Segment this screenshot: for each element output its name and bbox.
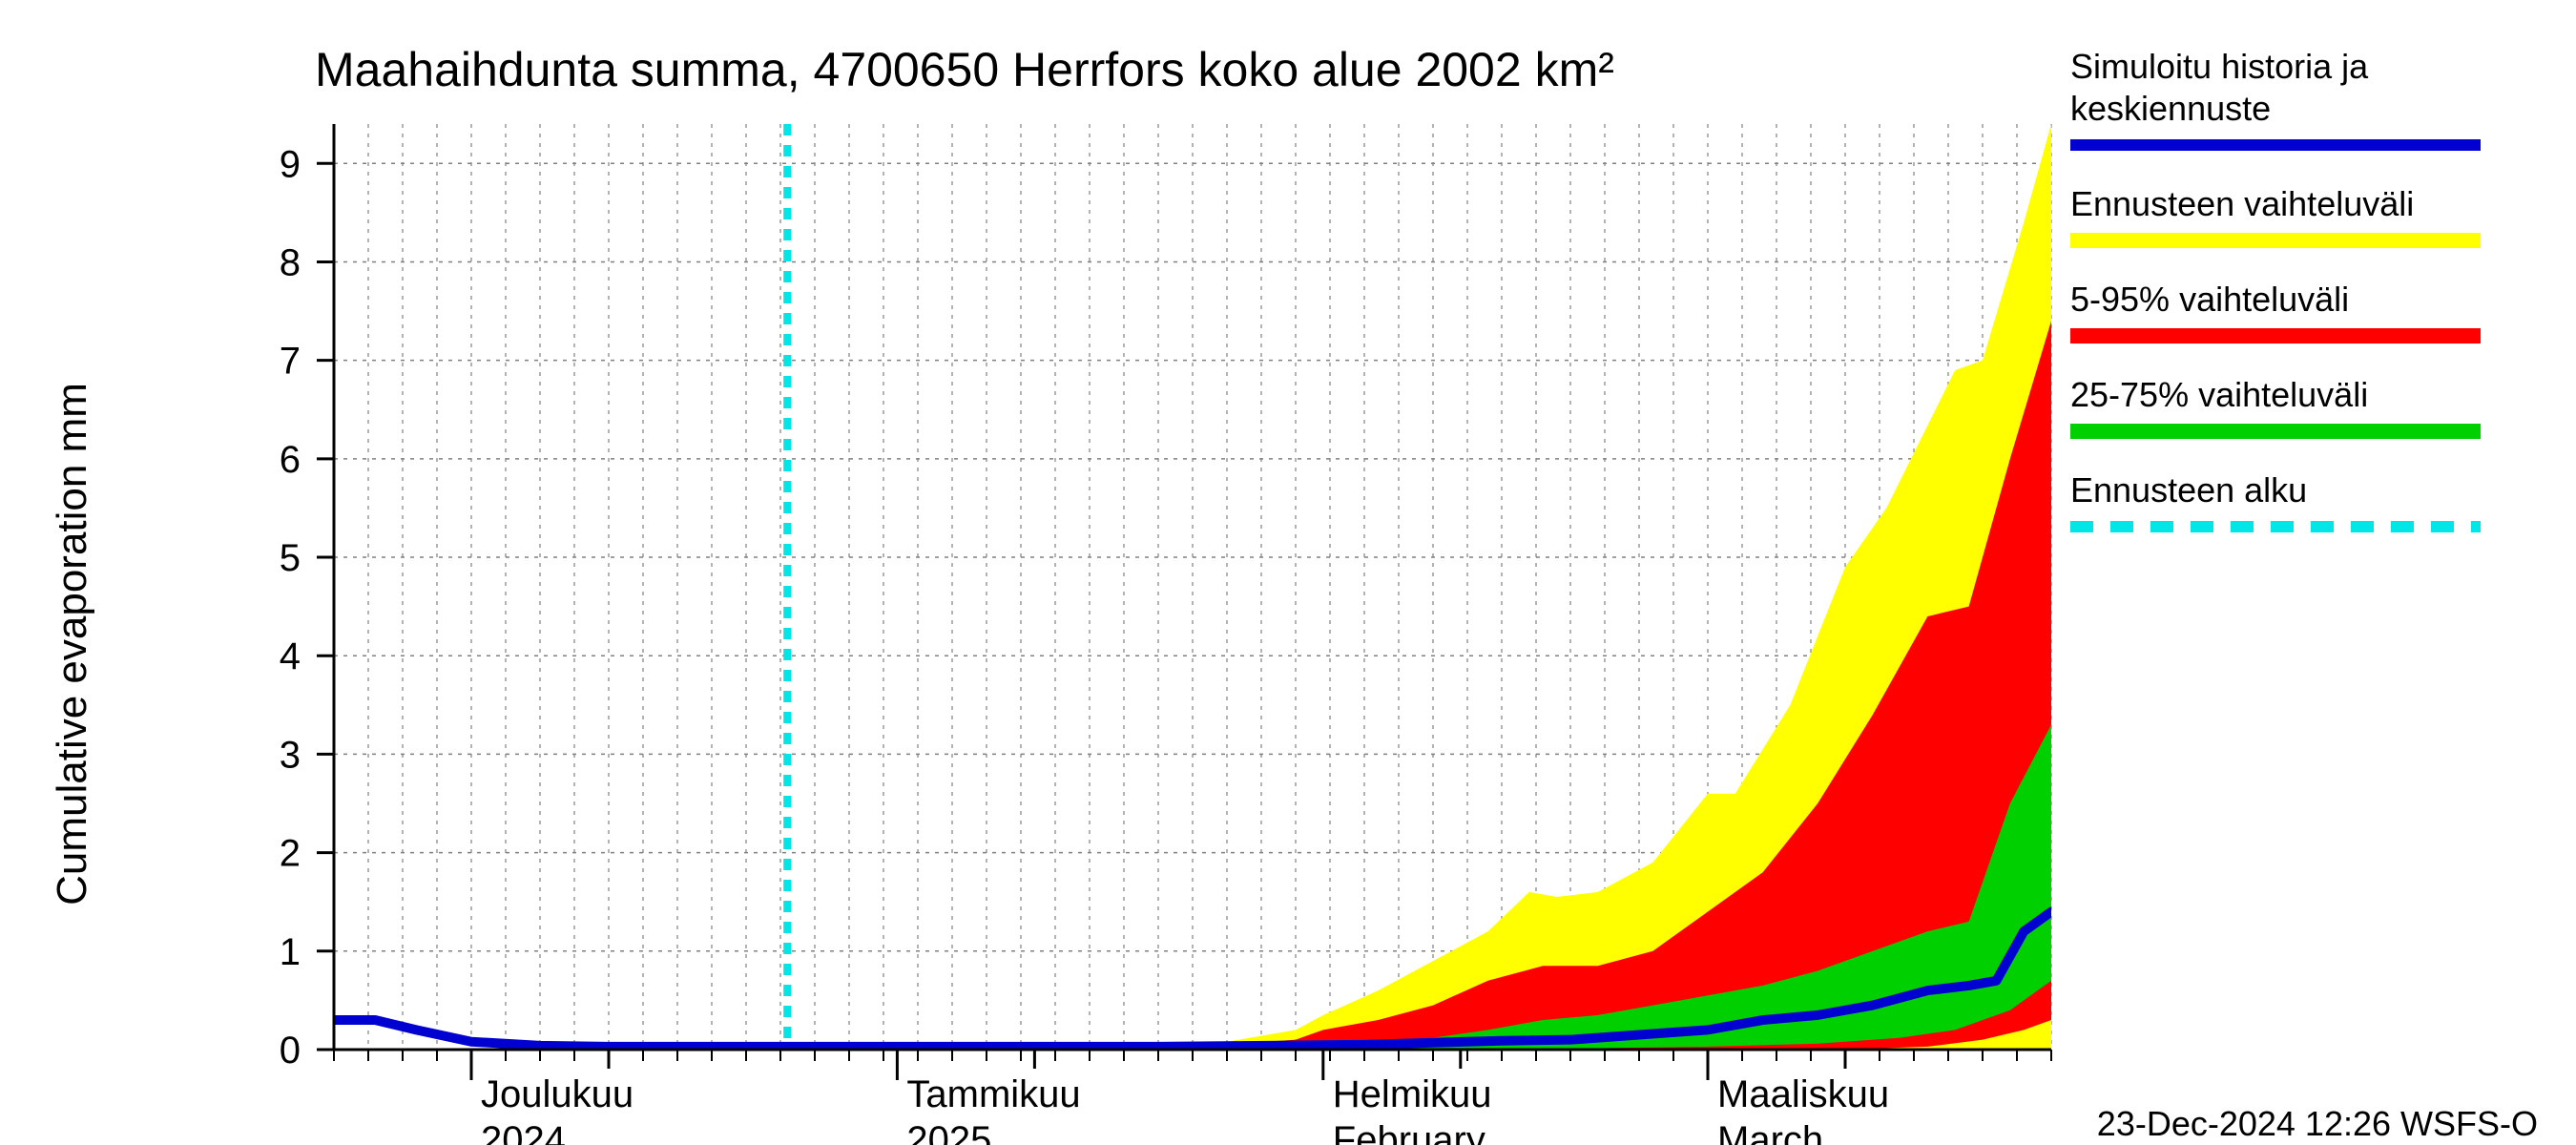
legend-label: keskiennuste	[2070, 89, 2271, 128]
y-tick-label: 2	[280, 833, 301, 875]
x-tick-label-top: Joulukuu	[481, 1073, 634, 1115]
legend-swatch	[2070, 328, 2481, 344]
x-tick-label-bottom: March	[1717, 1119, 1823, 1145]
x-tick-label-top: Helmikuu	[1333, 1073, 1492, 1115]
y-tick-label: 9	[280, 143, 301, 185]
legend-swatch	[2070, 233, 2481, 248]
x-tick-label-top: Tammikuu	[906, 1073, 1080, 1115]
y-tick-label: 3	[280, 734, 301, 776]
chart-container: 0 1 2 3 4 5 6 7 8 9 Joulukuu 2024 Tammikuu 2025 Helmik…	[0, 0, 2576, 1145]
x-tick-label-bottom: 2024	[481, 1119, 566, 1145]
y-tick-label: 7	[280, 341, 301, 383]
legend-swatch	[2070, 424, 2481, 439]
y-tick-label: 0	[280, 1030, 301, 1072]
footer-timestamp: 23-Dec-2024 12:26 WSFS-O	[2097, 1104, 2538, 1143]
y-tick-label: 1	[280, 931, 301, 973]
y-axis-title: Cumulative evaporation mm	[49, 383, 95, 906]
x-tick-label-bottom: February	[1333, 1119, 1485, 1145]
y-tick-label: 6	[280, 439, 301, 481]
x-tick-label-bottom: 2025	[906, 1119, 991, 1145]
x-tick-label-top: Maaliskuu	[1717, 1073, 1889, 1115]
chart-title: Maahaihdunta summa, 4700650 Herrfors kok…	[315, 43, 1614, 96]
y-tick-label: 5	[280, 537, 301, 579]
chart-svg: 0 1 2 3 4 5 6 7 8 9 Joulukuu 2024 Tammikuu 2025 Helmik…	[0, 0, 2576, 1145]
y-tick-label: 4	[280, 635, 301, 677]
legend-label: Simuloitu historia ja	[2070, 47, 2369, 86]
legend-label: 5-95% vaihteluväli	[2070, 280, 2349, 319]
legend-label: 25-75% vaihteluväli	[2070, 375, 2368, 414]
legend-label: Ennusteen vaihteluväli	[2070, 184, 2414, 223]
y-tick-label: 8	[280, 241, 301, 283]
legend-label: Ennusteen alku	[2070, 470, 2307, 510]
